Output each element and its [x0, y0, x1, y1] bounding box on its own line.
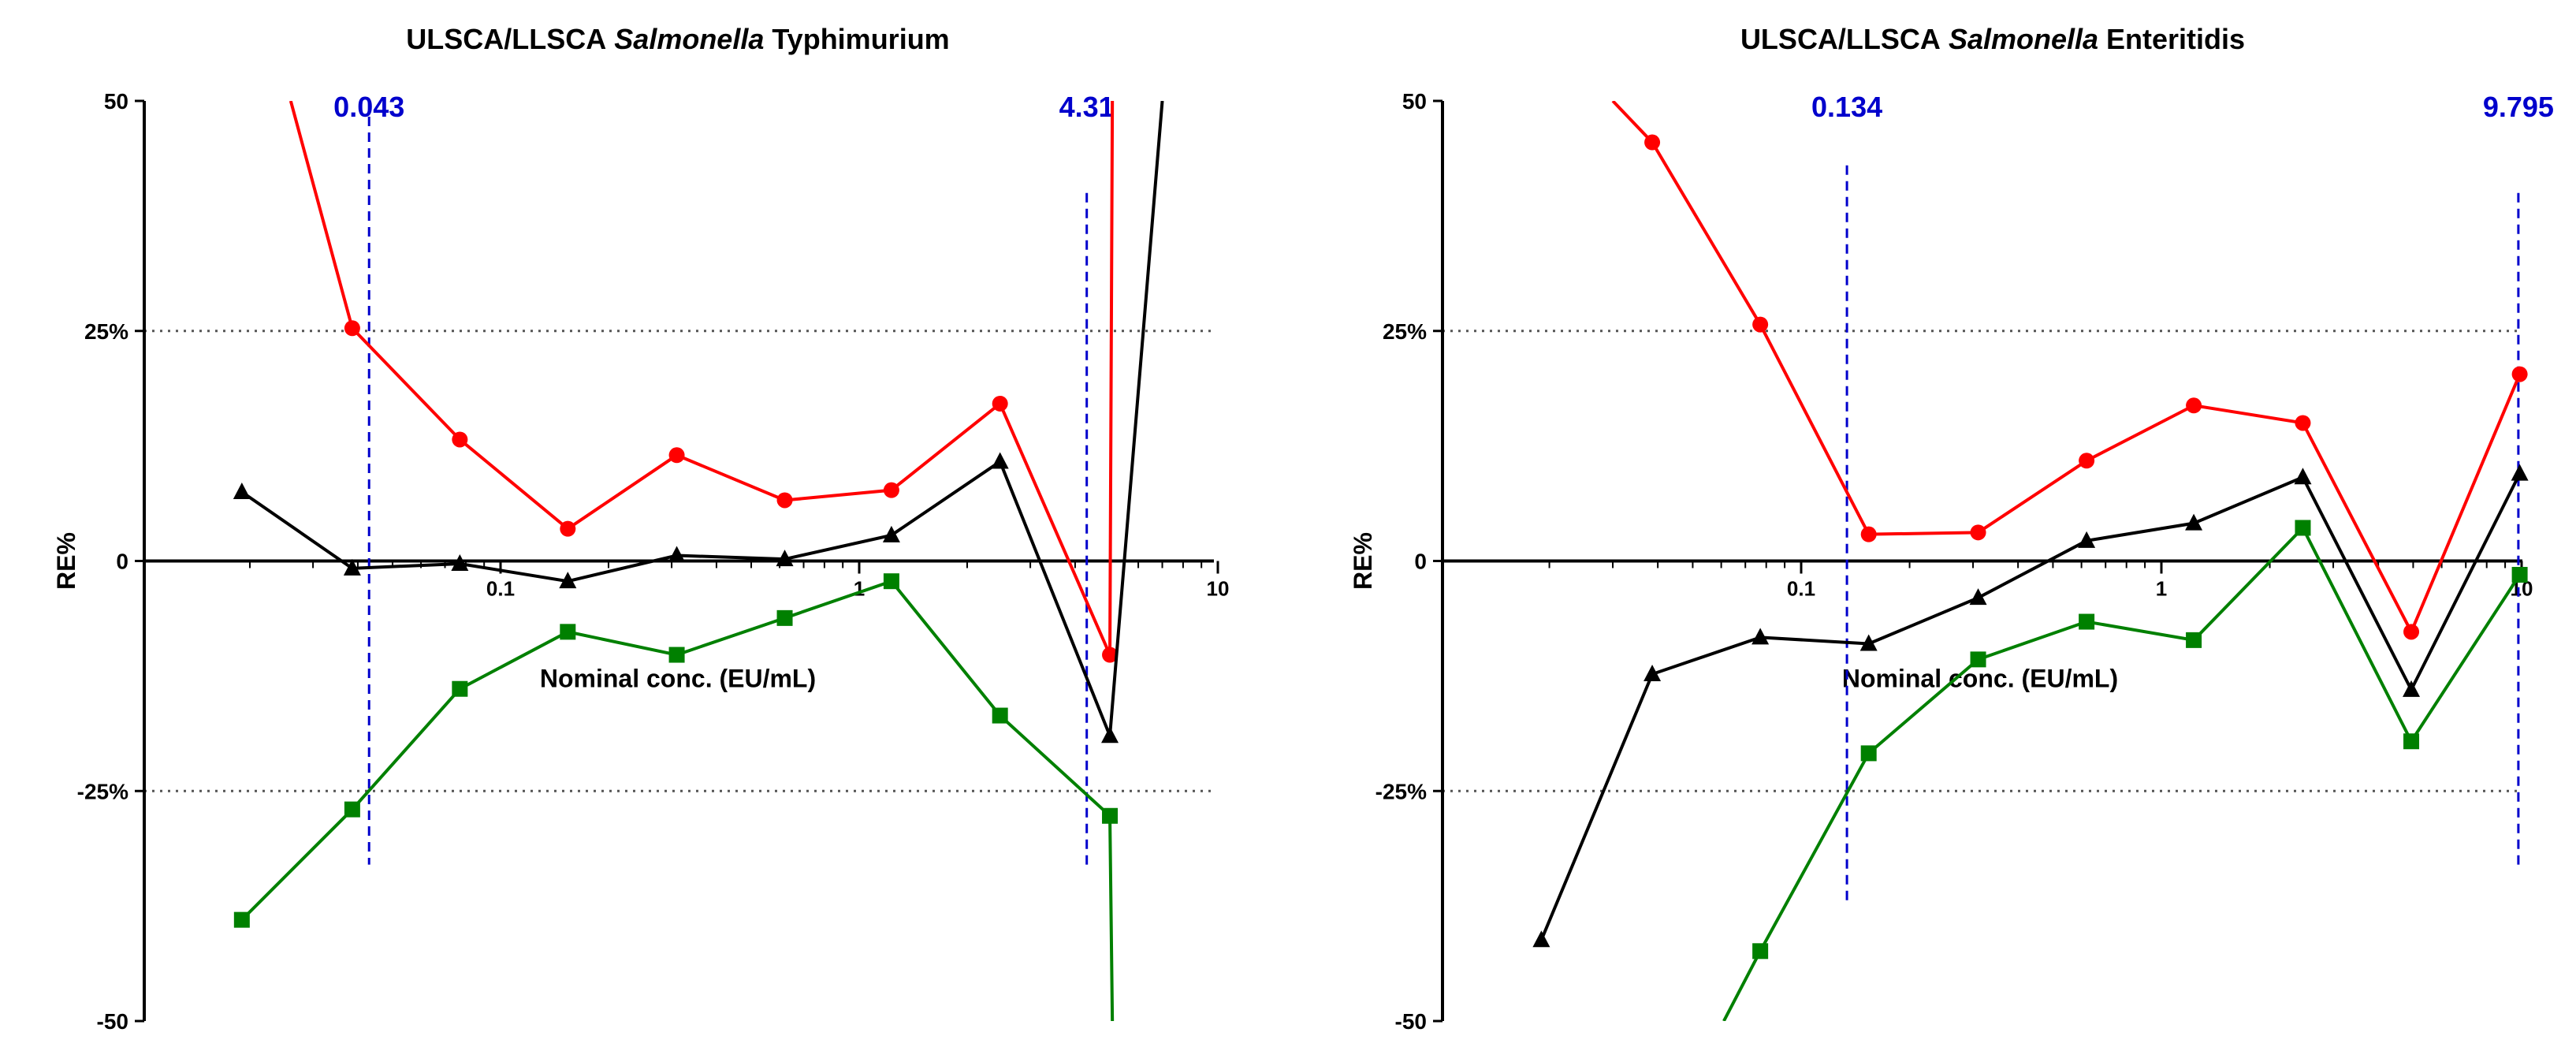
data-point-circle	[1102, 647, 1119, 663]
data-point-square	[233, 911, 250, 928]
data-point-square	[1102, 807, 1119, 824]
data-point-circle	[2186, 397, 2202, 414]
data-point-triangle	[1969, 588, 1987, 606]
y-tick-label: 50	[104, 89, 128, 114]
y-tick-label: -25%	[1375, 779, 1427, 803]
data-point-circle	[668, 447, 685, 464]
vertical-marker-label: 4.31	[1059, 91, 1115, 123]
chart-title-suffix: Enteritidis	[2098, 23, 2245, 55]
data-point-square	[1752, 943, 1769, 960]
data-point-square	[883, 573, 899, 590]
y-tick-label: -50	[1395, 1009, 1427, 1034]
data-point-circle	[1860, 526, 1877, 542]
data-point-circle	[776, 492, 793, 509]
data-point-circle	[2511, 366, 2528, 382]
data-point-circle	[2403, 624, 2420, 640]
series-triangle	[233, 101, 1164, 744]
data-point-square	[776, 609, 793, 626]
series-line	[288, 101, 1115, 656]
data-point-square	[1970, 651, 1986, 668]
y-tick-label: 25%	[1383, 319, 1427, 344]
data-point-circle	[1644, 134, 1661, 151]
data-point-triangle	[233, 482, 251, 499]
x-tick-label: 1	[2156, 577, 2167, 601]
series-triangle	[1532, 464, 2529, 948]
data-point-triangle	[1101, 726, 1119, 744]
data-point-triangle	[668, 546, 686, 563]
data-point-triangle	[451, 554, 469, 572]
data-point-triangle	[343, 558, 361, 576]
data-point-square	[2295, 520, 2311, 536]
data-point-square	[560, 624, 576, 640]
data-point-circle	[560, 520, 576, 537]
data-point-circle	[992, 395, 1008, 412]
series-square	[233, 573, 1119, 1021]
x-tick-label: 0.1	[486, 577, 515, 601]
series-line	[240, 579, 1115, 1021]
series-circle	[288, 101, 1119, 663]
chart-title-italic: Salmonella	[614, 23, 764, 55]
y-tick-label: 50	[1402, 89, 1427, 114]
data-point-square	[992, 707, 1008, 724]
data-point-circle	[2295, 415, 2311, 431]
data-point-square	[2186, 632, 2202, 648]
data-point-triangle	[882, 525, 900, 542]
y-tick-label: -50	[97, 1009, 128, 1034]
data-point-triangle	[1859, 634, 1878, 651]
data-point-circle	[2079, 453, 2095, 469]
series-circle	[1611, 101, 2528, 640]
data-point-triangle	[776, 550, 794, 567]
data-point-square	[1860, 745, 1877, 762]
data-point-triangle	[1644, 665, 1662, 682]
data-point-circle	[883, 482, 899, 498]
series-line	[1611, 101, 2522, 636]
data-point-triangle	[2511, 464, 2529, 481]
x-axis-label: Nominal conc. (EU/mL)	[1842, 665, 2118, 693]
chart-title-suffix: Typhimurium	[764, 23, 949, 55]
data-point-triangle	[2078, 531, 2096, 548]
x-tick-label: 1	[854, 577, 865, 601]
chart-title-prefix: ULSCA/LLSCA	[1740, 23, 1949, 55]
data-point-circle	[344, 320, 360, 337]
series-line	[1722, 525, 2522, 1021]
x-tick-label: 10	[1207, 577, 1230, 601]
data-point-square	[344, 801, 360, 818]
data-point-triangle	[2185, 513, 2203, 531]
chart-panel-1: ULSCA/LLSCA Salmonella Typhimurium 50 25% 0…	[52, 23, 1229, 1034]
data-point-triangle	[1751, 628, 1770, 645]
y-tick-label: 0	[1414, 550, 1427, 574]
data-point-triangle	[991, 452, 1009, 469]
series-square	[1722, 520, 2528, 1021]
y-axis-label: RE%	[1349, 532, 1377, 590]
chart-title-prefix: ULSCA/LLSCA	[406, 23, 614, 55]
data-point-triangle	[2403, 680, 2421, 697]
data-point-circle	[1752, 316, 1769, 333]
y-tick-label: 25%	[84, 319, 128, 344]
data-point-triangle	[1532, 930, 1550, 948]
x-tick-label: 0.1	[1787, 577, 1815, 601]
data-point-square	[2511, 567, 2528, 583]
chart-title: ULSCA/LLSCA Salmonella Typhimurium	[406, 23, 949, 55]
data-point-triangle	[2294, 468, 2312, 485]
data-point-triangle	[559, 572, 577, 589]
vertical-marker-label: 0.043	[333, 91, 404, 123]
chart-title: ULSCA/LLSCA Salmonella Enteritidis	[1740, 23, 2245, 55]
data-point-square	[2079, 613, 2095, 630]
data-point-circle	[452, 431, 468, 448]
data-point-square	[668, 647, 685, 663]
series-line	[240, 101, 1164, 736]
y-axis-label: RE%	[52, 532, 80, 590]
series-line	[1539, 472, 2522, 941]
y-tick-label: 0	[116, 550, 128, 574]
data-point-square	[452, 680, 468, 697]
y-tick-label: -25%	[77, 779, 128, 803]
data-point-circle	[1970, 524, 1986, 541]
data-point-square	[2403, 733, 2420, 750]
chart-title-italic: Salmonella	[1949, 23, 2098, 55]
x-axis-label: Nominal conc. (EU/mL)	[540, 665, 816, 693]
vertical-marker-label: 9.795	[2483, 91, 2554, 123]
chart-panel-2: ULSCA/LLSCA Salmonella Enteritidis 50 25% 0…	[1349, 23, 2554, 1034]
vertical-marker-label: 0.134	[1811, 91, 1882, 123]
